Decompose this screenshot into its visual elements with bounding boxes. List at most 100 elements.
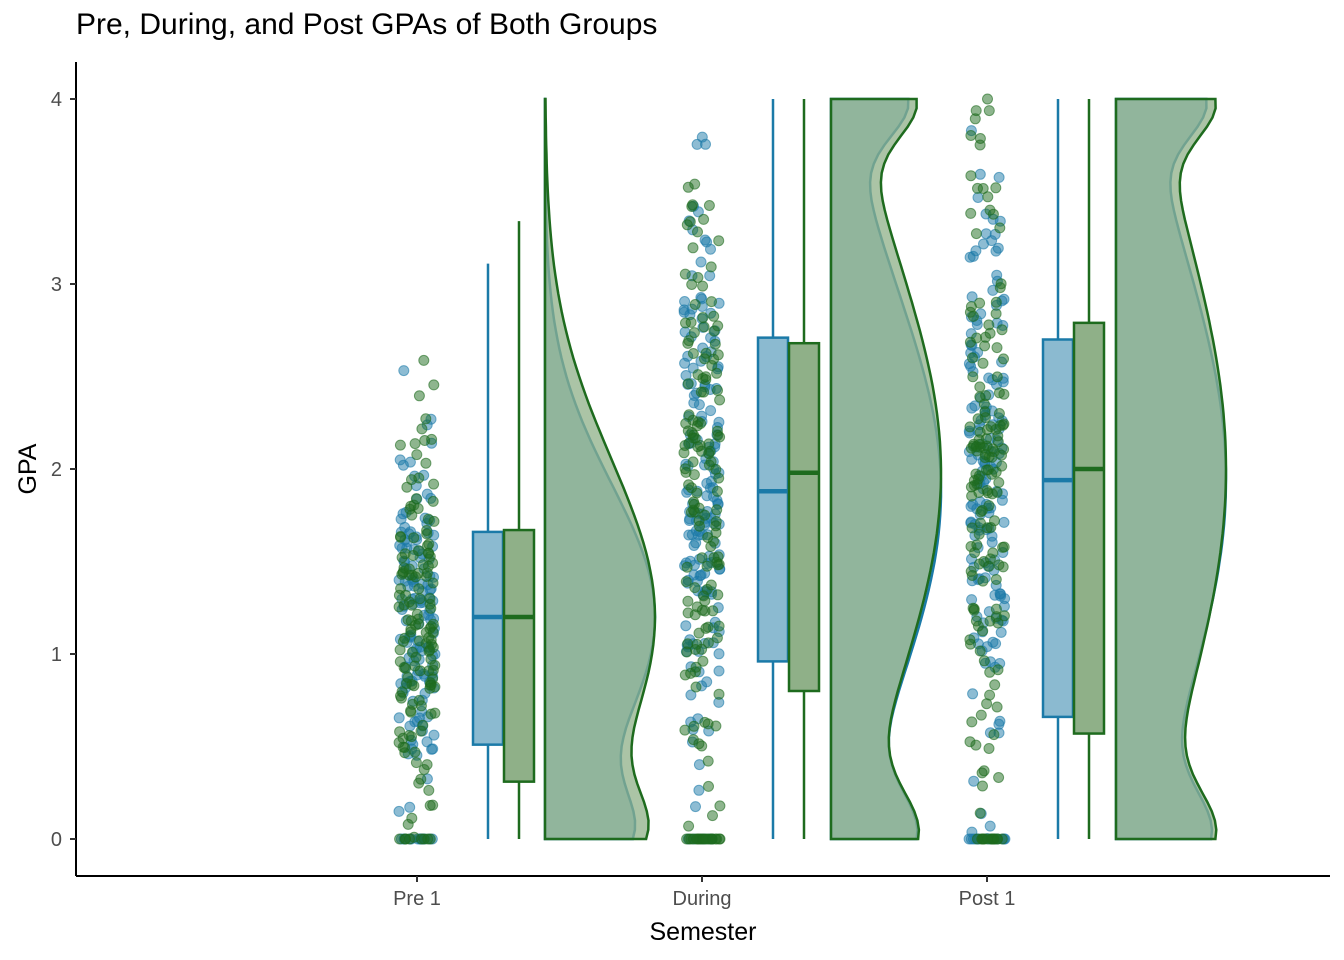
- data-point: [707, 810, 718, 822]
- data-point: [427, 495, 439, 507]
- data-point: [693, 627, 705, 639]
- data-point: [688, 429, 700, 441]
- data-point: [692, 272, 704, 283]
- data-point: [693, 784, 705, 796]
- data-point: [974, 807, 986, 819]
- data-point: [991, 833, 1003, 845]
- data-point: [428, 515, 440, 527]
- data-point: [427, 577, 439, 589]
- data-point: [682, 595, 694, 607]
- data-point: [708, 310, 720, 322]
- data-point: [972, 473, 984, 485]
- data-point: [427, 799, 439, 811]
- data-point: [689, 299, 701, 310]
- data-point: [711, 556, 723, 568]
- data-point: [395, 531, 406, 542]
- data-point: [984, 553, 996, 565]
- data-point: [687, 348, 699, 359]
- data-point: [700, 138, 711, 150]
- data-point: [975, 506, 987, 518]
- data-point: [995, 278, 1007, 290]
- data-point: [708, 325, 720, 337]
- data-point: [394, 644, 406, 656]
- data-point: [690, 801, 701, 813]
- data-point: [990, 308, 1002, 320]
- data-point: [418, 764, 430, 775]
- data-point: [403, 563, 415, 575]
- data-point: [700, 371, 712, 383]
- data-point: [394, 656, 406, 668]
- y-tick-label: 0: [51, 829, 62, 851]
- data-point: [969, 400, 981, 412]
- data-point: [699, 833, 711, 845]
- data-point: [679, 268, 691, 280]
- data-point: [983, 105, 995, 117]
- data-point: [682, 607, 694, 619]
- data-point: [687, 456, 699, 468]
- data-point: [423, 784, 435, 796]
- data-point: [696, 740, 708, 752]
- data-point: [995, 626, 1007, 638]
- data-point: [409, 438, 421, 450]
- data-point: [420, 413, 432, 425]
- data-point: [687, 504, 699, 516]
- data-point: [713, 688, 725, 700]
- data-point: [711, 632, 723, 644]
- data-point: [690, 681, 702, 693]
- data-point: [695, 292, 707, 303]
- data-point: [705, 456, 717, 468]
- data-point: [988, 729, 1000, 741]
- data-point: [702, 718, 714, 730]
- data-point: [692, 226, 703, 238]
- box: [1041, 338, 1075, 719]
- data-point: [689, 644, 701, 655]
- data-point: [700, 347, 712, 359]
- data-point: [689, 582, 701, 594]
- data-point: [696, 552, 708, 564]
- data-point: [701, 477, 713, 489]
- y-tick-label: 4: [51, 89, 62, 111]
- data-point: [426, 433, 438, 445]
- data-point: [996, 324, 1008, 336]
- data-point: [703, 200, 715, 211]
- data-point: [992, 436, 1004, 448]
- y-tick-label: 2: [51, 459, 62, 481]
- data-point: [413, 390, 425, 402]
- data-point: [984, 689, 996, 701]
- data-point: [413, 694, 425, 706]
- data-point: [713, 472, 725, 484]
- data-point: [688, 327, 700, 339]
- data-point: [393, 805, 405, 817]
- data-point: [395, 583, 407, 595]
- data-point: [965, 170, 977, 182]
- data-point: [402, 672, 414, 683]
- data-point: [713, 235, 725, 247]
- data-point: [685, 667, 697, 679]
- data-point: [990, 574, 1002, 585]
- data-point: [964, 634, 976, 646]
- y-tick-label: 1: [51, 644, 62, 666]
- data-point: [413, 635, 425, 647]
- data-point: [965, 207, 977, 219]
- data-point: [682, 638, 694, 650]
- data-point: [978, 238, 989, 250]
- data-point: [986, 536, 998, 548]
- data-point: [400, 833, 412, 845]
- density-green: [1114, 97, 1228, 841]
- data-point: [712, 589, 724, 601]
- data-point: [711, 504, 723, 516]
- data-point: [681, 219, 693, 231]
- data-point: [997, 561, 1009, 573]
- data-point: [990, 182, 1002, 194]
- data-point: [683, 820, 695, 832]
- data-point: [982, 93, 993, 105]
- data-point: [421, 736, 433, 748]
- data-point: [713, 620, 725, 632]
- data-point: [976, 767, 988, 779]
- data-point: [428, 729, 440, 741]
- data-point: [701, 676, 713, 688]
- data-point: [413, 618, 424, 630]
- data-point: [402, 818, 414, 830]
- chart-title: Pre, During, and Post GPAs of Both Group…: [76, 8, 658, 41]
